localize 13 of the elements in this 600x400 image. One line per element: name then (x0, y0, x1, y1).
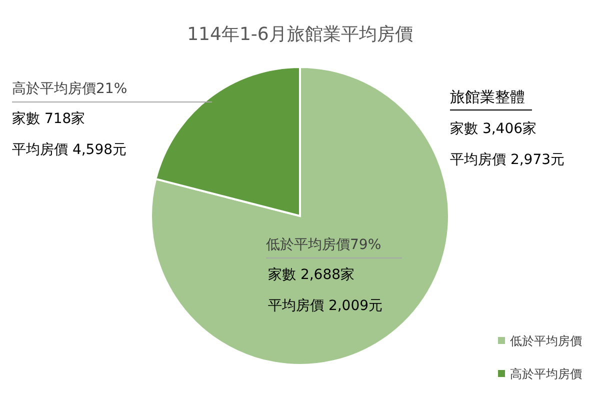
legend-label: 高於平均房價 (510, 367, 582, 381)
text: 平均房價 2,009元 (268, 298, 383, 314)
chart-title: 114年1-6月旅館業平均房價 (187, 24, 413, 45)
text: 家數 3,406家 (450, 121, 537, 137)
text: 家數 718家 (12, 111, 86, 127)
text: 平均房價 2,973元 (450, 152, 565, 168)
pie-slice (150, 66, 450, 366)
text: 旅館業整體 (450, 88, 525, 106)
data-label: 高於平均房價21% (12, 81, 128, 97)
text: 家數 2,688家 (268, 267, 355, 283)
text: 平均房價 4,598元 (12, 142, 127, 158)
data-label: 低於平均房價79% (266, 237, 382, 253)
legend-label: 低於平均房價 (510, 334, 582, 348)
